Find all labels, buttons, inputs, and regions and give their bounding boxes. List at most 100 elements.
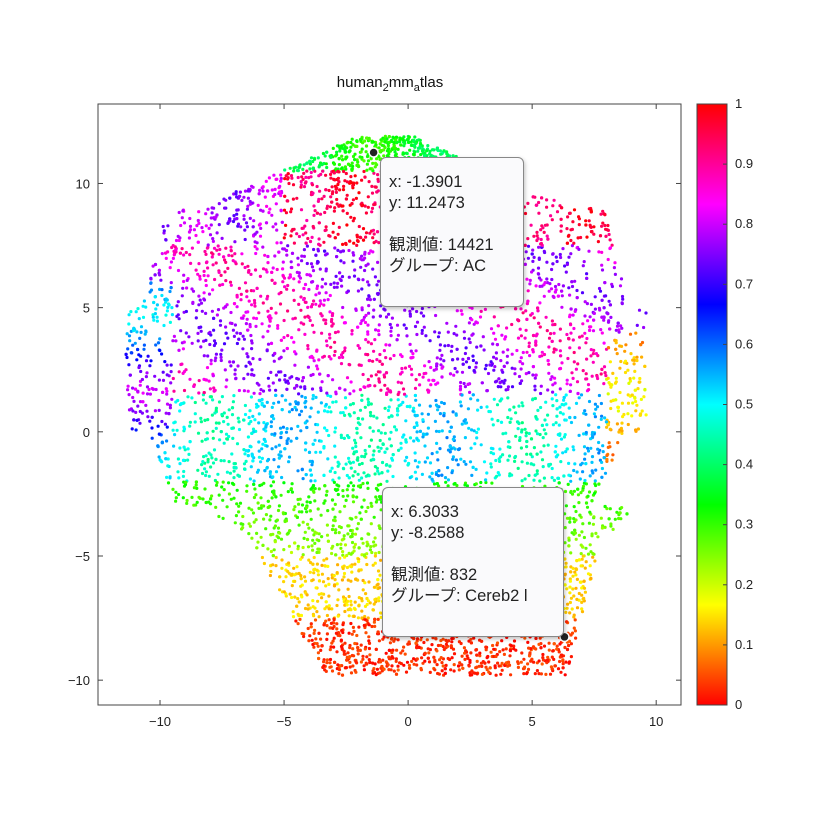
scatter-point	[519, 334, 524, 338]
scatter-point	[172, 444, 176, 448]
scatter-point	[312, 247, 316, 252]
scatter-point	[243, 452, 247, 456]
scatter-point	[597, 250, 601, 254]
scatter-point	[392, 353, 396, 358]
scatter-point	[540, 458, 545, 462]
scatter-point	[628, 377, 632, 381]
scatter-point	[382, 307, 386, 311]
scatter-point	[199, 345, 203, 349]
scatter-point	[206, 243, 210, 247]
scatter-point	[349, 145, 353, 149]
scatter-point	[544, 672, 548, 677]
scatter-point	[225, 505, 229, 509]
scatter-point	[320, 563, 324, 568]
scatter-point	[484, 665, 488, 669]
scatter-point	[151, 315, 155, 319]
scatter-point	[344, 498, 348, 502]
scatter-point	[363, 139, 367, 143]
scatter-point	[536, 408, 540, 412]
scatter-point	[326, 298, 330, 302]
scatter-point	[415, 421, 419, 425]
scatter-point	[434, 382, 438, 386]
scatter-point	[558, 339, 562, 343]
scatter-point	[389, 334, 393, 338]
scatter-point	[293, 316, 297, 320]
scatter-point	[182, 273, 186, 277]
scatter-point	[566, 356, 570, 361]
scatter-point	[343, 388, 347, 392]
scatter-point	[333, 444, 337, 448]
scatter-point	[249, 395, 253, 399]
scatter-point	[296, 597, 300, 601]
scatter-point	[363, 448, 367, 453]
scatter-point	[182, 401, 186, 405]
scatter-point	[144, 403, 148, 407]
scatter-point	[296, 263, 300, 267]
scatter-point	[369, 438, 373, 442]
scatter-point	[333, 515, 337, 519]
scatter-point	[245, 484, 249, 488]
scatter-point	[440, 669, 444, 673]
scatter-point	[585, 336, 589, 341]
scatter-point	[432, 482, 437, 486]
scatter-point	[327, 188, 331, 193]
scatter-point	[207, 500, 211, 504]
scatter-point	[281, 274, 285, 278]
scatter-point	[266, 342, 271, 346]
scatter-point	[310, 183, 315, 187]
scatter-point	[333, 206, 337, 210]
scatter-point	[206, 460, 210, 464]
scatter-point	[394, 659, 398, 664]
scatter-point	[559, 670, 563, 674]
scatter-point	[579, 564, 583, 568]
scatter-point	[525, 672, 529, 676]
scatter-point	[394, 135, 398, 139]
scatter-point	[520, 460, 524, 464]
scatter-point	[356, 277, 360, 281]
scatter-point	[539, 391, 543, 396]
scatter-point	[362, 169, 366, 174]
scatter-point	[212, 448, 217, 452]
scatter-point	[259, 535, 263, 539]
scatter-point	[428, 339, 432, 343]
scatter-point	[401, 649, 405, 653]
scatter-point	[349, 621, 353, 626]
scatter-point	[214, 483, 219, 487]
scatter-point	[495, 474, 499, 478]
scatter-point	[610, 458, 614, 462]
scatter-point	[351, 664, 355, 668]
scatter-point	[459, 404, 463, 408]
scatter-point	[309, 561, 313, 565]
scatter-point	[594, 531, 598, 536]
scatter-point	[419, 153, 423, 157]
scatter-point	[396, 392, 400, 397]
scatter-point	[162, 323, 166, 328]
scatter-point	[446, 484, 450, 488]
scatter-point	[533, 376, 537, 380]
scatter-point	[402, 645, 406, 649]
scatter-point	[297, 280, 301, 284]
scatter-point	[509, 644, 513, 648]
scatter-point	[354, 308, 358, 312]
scatter-point	[360, 147, 364, 151]
scatter-point	[604, 294, 608, 298]
scatter-point	[620, 431, 624, 435]
scatter-point	[521, 350, 525, 355]
scatter-point	[396, 398, 400, 402]
scatter-point	[139, 325, 144, 329]
scatter-point	[389, 398, 393, 402]
scatter-point	[371, 429, 375, 433]
scatter-point	[294, 619, 298, 623]
scatter-point	[135, 418, 139, 422]
scatter-point	[568, 611, 572, 615]
scatter-point	[139, 330, 143, 334]
scatter-point	[410, 373, 414, 377]
scatter-point	[375, 667, 379, 671]
scatter-point	[281, 280, 285, 284]
scatter-point	[513, 372, 517, 376]
scatter-point	[523, 211, 528, 216]
scatter-point	[289, 427, 293, 431]
scatter-point	[524, 328, 528, 332]
scatter-point	[160, 352, 164, 356]
scatter-point	[336, 492, 340, 497]
